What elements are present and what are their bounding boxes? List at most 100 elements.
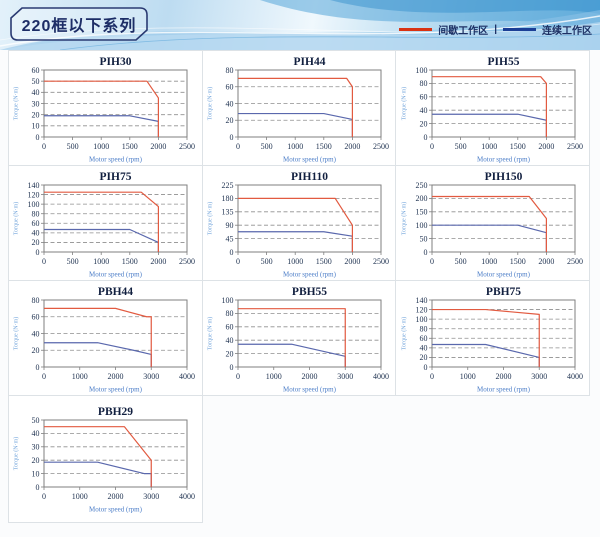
- svg-text:120: 120: [28, 190, 40, 199]
- chart-PBH29: PBH29 0 10 20 30 40 50 0 1000 2000 3000 4000 Motor s…: [13, 406, 196, 514]
- svg-text:20: 20: [419, 353, 427, 362]
- svg-text:10: 10: [32, 122, 40, 131]
- svg-text:80: 80: [225, 66, 233, 75]
- svg-text:80: 80: [32, 296, 40, 305]
- svg-text:Motor speed (rpm): Motor speed (rpm): [477, 386, 531, 394]
- svg-text:30: 30: [32, 443, 40, 452]
- svg-text:40: 40: [32, 429, 40, 438]
- svg-text:1000: 1000: [481, 257, 497, 266]
- svg-text:500: 500: [261, 257, 273, 266]
- chart-PIH30: PIH30 0 10 20 30 40 50 60 0 500 1000 1500 2000 2500 Mo…: [13, 56, 196, 164]
- svg-text:PBH44: PBH44: [98, 286, 133, 298]
- charts-row-4: PBH29 0 10 20 30 40 50 0 1000 2000 3000 4000 Motor s…: [8, 395, 592, 523]
- svg-text:1500: 1500: [509, 257, 525, 266]
- svg-text:20: 20: [225, 116, 233, 125]
- svg-text:135: 135: [221, 208, 233, 217]
- svg-text:10: 10: [32, 469, 40, 478]
- svg-text:1000: 1000: [94, 142, 110, 151]
- chart-cell-PIH55: PIH55 0 20 40 60 80 100 0 500 1000 1500 2000 2500 Mot…: [395, 50, 590, 166]
- svg-text:4000: 4000: [179, 492, 195, 501]
- legend-intermittent-label: 间歇工作区: [438, 26, 489, 37]
- svg-text:Motor speed (rpm): Motor speed (rpm): [89, 386, 143, 394]
- legend-continuous-label: 连续工作区: [542, 26, 592, 37]
- svg-text:0: 0: [236, 142, 240, 151]
- svg-text:40: 40: [32, 88, 40, 97]
- svg-text:Motor speed (rpm): Motor speed (rpm): [89, 156, 143, 164]
- svg-text:3000: 3000: [531, 372, 547, 381]
- svg-text:1000: 1000: [72, 492, 88, 501]
- svg-text:100: 100: [28, 200, 40, 209]
- svg-text:0: 0: [229, 363, 233, 372]
- svg-text:1000: 1000: [287, 142, 303, 151]
- svg-text:60: 60: [419, 334, 427, 343]
- svg-text:40: 40: [419, 106, 427, 115]
- svg-text:50: 50: [32, 77, 40, 86]
- svg-text:0: 0: [36, 363, 40, 372]
- svg-text:40: 40: [32, 229, 40, 238]
- svg-text:0: 0: [430, 142, 434, 151]
- svg-text:200: 200: [415, 194, 427, 203]
- svg-text:20: 20: [225, 349, 233, 358]
- svg-text:2000: 2000: [344, 257, 360, 266]
- svg-text:100: 100: [415, 221, 427, 230]
- wave-decoration: [0, 0, 600, 50]
- svg-text:225: 225: [221, 181, 233, 190]
- chart-cell-PIH44: PIH44 0 20 40 60 80 0 500 1000 1500 2000 2500 Motor …: [201, 50, 397, 166]
- svg-text:Motor speed (rpm): Motor speed (rpm): [477, 271, 531, 279]
- svg-text:80: 80: [32, 210, 40, 219]
- chart-cell-PBH75: PBH75 0 20 40 60 80 100 120 140 0 1000 2000 3000 4000…: [395, 280, 590, 396]
- svg-text:Torque (N·m): Torque (N·m): [13, 87, 20, 120]
- chart-cell-PBH55: PBH55 0 20 40 60 80 100 0 1000 2000 3000 4000 Motor …: [201, 280, 397, 396]
- svg-text:0: 0: [423, 363, 427, 372]
- svg-text:30: 30: [32, 99, 40, 108]
- svg-text:2500: 2500: [373, 142, 389, 151]
- svg-text:2500: 2500: [567, 257, 583, 266]
- svg-text:250: 250: [415, 181, 427, 190]
- svg-text:Torque (N·m): Torque (N·m): [206, 202, 213, 235]
- svg-text:0: 0: [423, 133, 427, 142]
- page-title: 220框以下系列: [21, 18, 137, 35]
- svg-text:2000: 2000: [151, 257, 167, 266]
- svg-text:2500: 2500: [179, 142, 195, 151]
- svg-text:100: 100: [415, 315, 427, 324]
- svg-text:PIH75: PIH75: [100, 171, 132, 183]
- page-title-box: 220框以下系列: [10, 7, 148, 41]
- svg-text:1500: 1500: [122, 257, 138, 266]
- svg-text:2000: 2000: [108, 372, 124, 381]
- svg-text:PBH55: PBH55: [292, 286, 327, 298]
- chart-cell-PIH75: PIH75 0 20 40 60 80 100 120 140 0 500 1000 1500 2000 2…: [8, 165, 203, 281]
- svg-text:1000: 1000: [72, 372, 88, 381]
- svg-text:20: 20: [32, 456, 40, 465]
- svg-text:Motor speed (rpm): Motor speed (rpm): [283, 156, 337, 164]
- svg-text:80: 80: [419, 79, 427, 88]
- svg-text:1500: 1500: [316, 257, 332, 266]
- svg-text:50: 50: [32, 416, 40, 425]
- svg-text:40: 40: [32, 329, 40, 338]
- svg-text:0: 0: [229, 133, 233, 142]
- svg-text:4000: 4000: [567, 372, 583, 381]
- svg-text:500: 500: [67, 257, 79, 266]
- svg-text:2000: 2000: [495, 372, 511, 381]
- svg-text:Torque (N·m): Torque (N·m): [13, 317, 20, 350]
- svg-text:120: 120: [415, 305, 427, 314]
- svg-text:Motor speed (rpm): Motor speed (rpm): [89, 506, 143, 514]
- svg-text:1500: 1500: [122, 142, 138, 151]
- svg-text:45: 45: [225, 234, 233, 243]
- svg-text:4000: 4000: [373, 372, 389, 381]
- chart-PBH44: PBH44 0 20 40 60 80 0 1000 2000 3000 4000 Motor spe…: [13, 286, 196, 394]
- svg-text:140: 140: [415, 296, 427, 305]
- svg-text:0: 0: [430, 372, 434, 381]
- svg-text:2000: 2000: [538, 257, 554, 266]
- svg-text:Torque (N·m): Torque (N·m): [13, 437, 20, 470]
- charts-grid: PIH30 0 10 20 30 40 50 60 0 500 1000 1500 2000 2500 Mo…: [8, 50, 592, 523]
- svg-text:0: 0: [236, 257, 240, 266]
- svg-text:40: 40: [419, 344, 427, 353]
- svg-text:180: 180: [221, 194, 233, 203]
- svg-text:60: 60: [225, 323, 233, 332]
- svg-text:PBH75: PBH75: [486, 286, 521, 298]
- svg-text:0: 0: [36, 483, 40, 492]
